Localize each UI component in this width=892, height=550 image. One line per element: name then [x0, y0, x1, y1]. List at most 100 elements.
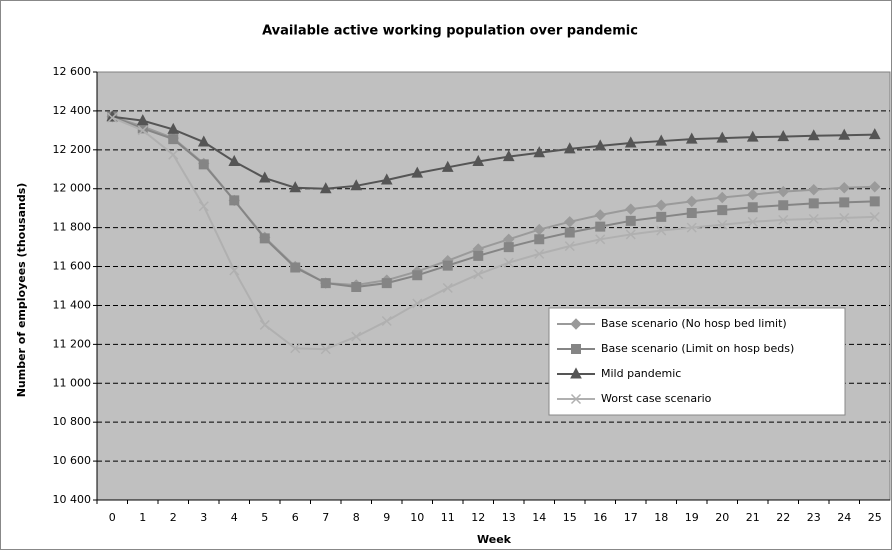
- x-tick-label: 6: [292, 511, 299, 524]
- legend-marker: [570, 393, 582, 405]
- series-line: [111, 115, 875, 288]
- y-axis-label: Number of employees (thousands): [15, 183, 28, 398]
- marker: [869, 211, 880, 222]
- marker: [168, 149, 179, 160]
- marker: [258, 171, 271, 183]
- marker: [595, 221, 606, 232]
- x-tick-label: 20: [715, 511, 729, 524]
- marker: [502, 150, 515, 162]
- marker: [808, 213, 819, 224]
- marker: [839, 197, 850, 208]
- marker: [442, 260, 453, 271]
- x-tick-label: 19: [685, 511, 699, 524]
- marker: [229, 195, 240, 206]
- marker: [656, 225, 667, 236]
- legend-marker: [571, 344, 581, 354]
- marker: [594, 209, 606, 221]
- y-tick-label: 12 000: [53, 182, 92, 195]
- marker: [686, 195, 698, 208]
- marker: [778, 200, 789, 211]
- marker: [564, 216, 576, 228]
- marker: [717, 219, 728, 230]
- marker: [289, 181, 302, 193]
- marker: [107, 112, 118, 123]
- y-tick-label: 12 200: [53, 143, 92, 156]
- marker: [320, 344, 331, 355]
- marker: [747, 202, 758, 213]
- x-tick-label: 25: [868, 511, 882, 524]
- marker: [259, 233, 270, 244]
- marker: [350, 179, 363, 191]
- marker: [563, 142, 576, 154]
- marker: [564, 227, 575, 238]
- marker: [838, 182, 850, 194]
- x-tick-label: 22: [776, 511, 790, 524]
- x-tick-label: 21: [746, 511, 760, 524]
- marker: [412, 270, 423, 281]
- marker: [686, 222, 697, 233]
- marker: [503, 242, 514, 253]
- marker: [198, 159, 209, 170]
- x-tick-label: 23: [807, 511, 821, 524]
- marker: [838, 128, 851, 140]
- marker: [411, 166, 424, 178]
- marker: [381, 278, 392, 289]
- y-tick-label: 10 400: [53, 493, 92, 506]
- legend-label: Worst case scenario: [601, 392, 712, 405]
- marker: [198, 201, 209, 212]
- marker: [441, 160, 454, 172]
- x-axis-label: Week: [477, 533, 512, 546]
- marker: [595, 234, 606, 245]
- marker: [777, 130, 790, 142]
- marker: [747, 216, 758, 227]
- x-tick-label: 15: [563, 511, 577, 524]
- marker: [136, 114, 149, 126]
- x-tick-label: 1: [139, 511, 146, 524]
- x-tick-label: 4: [231, 511, 238, 524]
- marker: [869, 181, 881, 193]
- marker: [381, 315, 392, 327]
- y-tick-label: 11 200: [53, 337, 92, 350]
- marker: [472, 154, 485, 166]
- marker: [442, 282, 453, 293]
- marker: [655, 199, 667, 211]
- marker: [320, 278, 331, 289]
- marker: [716, 191, 728, 204]
- x-tick-label: 24: [837, 511, 851, 524]
- x-tick-label: 7: [322, 511, 329, 524]
- marker: [167, 122, 180, 134]
- legend-label: Mild pandemic: [601, 367, 681, 380]
- marker: [137, 125, 148, 136]
- x-tick-label: 10: [410, 511, 424, 524]
- marker: [624, 136, 637, 148]
- marker: [746, 130, 759, 142]
- marker: [655, 134, 668, 146]
- legend: [548, 307, 846, 416]
- marker: [685, 132, 698, 144]
- marker: [778, 214, 789, 225]
- marker: [594, 139, 607, 151]
- marker: [777, 185, 789, 198]
- marker: [656, 211, 667, 222]
- marker: [807, 129, 820, 141]
- legend-marker: [570, 318, 582, 330]
- marker: [686, 208, 697, 219]
- marker: [534, 234, 545, 245]
- y-tick-label: 10 800: [53, 415, 92, 428]
- x-tick-label: 2: [170, 511, 177, 524]
- x-tick-label: 13: [502, 511, 516, 524]
- marker: [625, 215, 636, 226]
- marker: [197, 135, 210, 147]
- marker: [716, 131, 729, 143]
- marker: [534, 248, 545, 259]
- chart-title: Available active working population over…: [262, 24, 638, 39]
- x-tick-label: 12: [471, 511, 485, 524]
- x-tick-label: 11: [441, 511, 455, 524]
- marker: [839, 212, 850, 223]
- y-tick-label: 11 000: [53, 376, 92, 389]
- marker: [228, 154, 241, 166]
- x-tick-label: 3: [200, 511, 207, 524]
- marker: [717, 205, 728, 216]
- marker: [808, 198, 819, 209]
- marker: [351, 281, 362, 292]
